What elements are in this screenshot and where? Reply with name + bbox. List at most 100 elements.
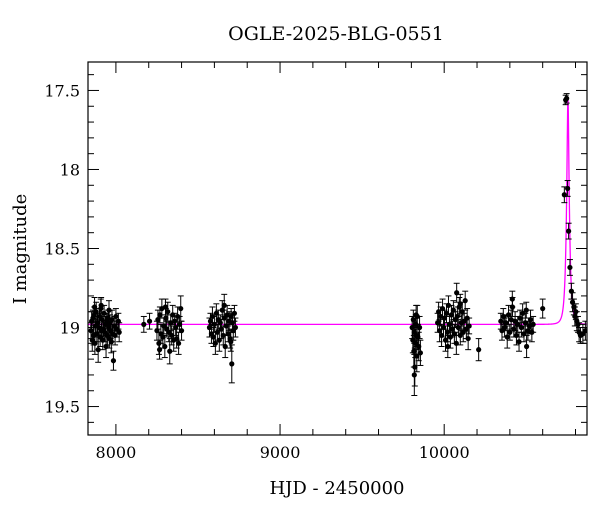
data-marker xyxy=(222,343,228,350)
data-point xyxy=(413,304,420,325)
data-marker xyxy=(163,315,169,321)
data-point xyxy=(98,296,105,314)
data-marker xyxy=(567,264,573,271)
plot-frame xyxy=(87,61,588,436)
data-marker xyxy=(231,310,238,316)
data-marker xyxy=(176,321,183,327)
data-point xyxy=(156,339,163,360)
data-marker xyxy=(146,318,153,324)
data-marker xyxy=(465,335,471,342)
data-point xyxy=(417,339,424,366)
data-marker xyxy=(210,334,217,340)
data-marker xyxy=(509,296,515,302)
data-point xyxy=(568,282,575,300)
y-axis-label: I magnitude xyxy=(10,194,31,305)
model-curve xyxy=(88,98,587,326)
data-marker xyxy=(516,339,522,345)
data-point xyxy=(475,338,482,362)
data-marker xyxy=(411,372,417,378)
data-point xyxy=(539,298,546,319)
model-curve-layer xyxy=(88,98,587,326)
data-point xyxy=(146,312,153,330)
data-point xyxy=(231,304,238,322)
data-marker xyxy=(113,313,119,320)
data-marker xyxy=(141,321,147,327)
data-marker xyxy=(174,335,180,342)
data-point xyxy=(466,317,473,335)
data-point xyxy=(453,282,460,303)
data-point xyxy=(162,298,169,316)
data-marker xyxy=(165,309,171,315)
data-marker xyxy=(466,323,472,329)
data-marker xyxy=(462,298,468,304)
data-marker xyxy=(476,347,482,353)
data-marker xyxy=(523,307,529,313)
data-marker xyxy=(218,326,224,332)
data-marker xyxy=(228,339,234,345)
data-marker xyxy=(416,324,423,331)
data-marker xyxy=(232,324,239,331)
data-marker xyxy=(95,347,101,353)
data-point xyxy=(91,296,98,317)
data-point xyxy=(564,180,571,197)
data-point xyxy=(110,350,117,371)
data-marker xyxy=(156,347,163,353)
data-marker xyxy=(582,328,587,334)
data-point xyxy=(523,334,530,359)
data-marker xyxy=(513,332,520,339)
data-marker xyxy=(445,343,451,350)
data-marker xyxy=(229,361,235,367)
data-point xyxy=(565,222,572,240)
data-point xyxy=(416,315,423,340)
data-point xyxy=(566,259,573,276)
data-marker xyxy=(207,318,214,324)
data-marker xyxy=(212,340,218,346)
data-point xyxy=(166,338,173,365)
data-marker xyxy=(98,302,104,308)
data-marker xyxy=(162,304,169,310)
data-point xyxy=(509,290,516,308)
data-marker xyxy=(441,315,448,321)
data-point xyxy=(106,300,113,321)
data-point xyxy=(411,353,418,396)
data-point xyxy=(227,331,234,352)
data-point xyxy=(212,331,219,355)
data-point xyxy=(582,320,587,341)
x-axis-label: HJD - 2450000 xyxy=(269,478,404,499)
y-tick-label: 17.5 xyxy=(44,81,80,100)
data-marker xyxy=(523,343,530,350)
data-marker xyxy=(106,307,112,313)
axis-ticks xyxy=(88,62,587,435)
data-marker xyxy=(564,95,570,101)
data-marker xyxy=(178,328,185,334)
x-tick-label: 9000 xyxy=(260,443,301,462)
data-marker xyxy=(110,358,117,364)
data-point xyxy=(221,293,228,317)
data-point xyxy=(523,301,530,319)
x-tick-label: 10000 xyxy=(419,443,470,462)
y-tick-label: 18.5 xyxy=(44,240,80,259)
data-marker xyxy=(436,309,442,315)
data-marker xyxy=(178,305,184,312)
data-marker xyxy=(565,185,571,192)
data-marker xyxy=(162,343,168,350)
data-point xyxy=(506,323,513,341)
data-point xyxy=(516,331,523,352)
data-marker xyxy=(530,321,536,327)
data-point xyxy=(563,93,570,104)
data-point xyxy=(457,293,464,314)
data-point xyxy=(140,315,147,333)
data-marker xyxy=(221,302,227,308)
y-tick-label: 19 xyxy=(60,319,80,338)
data-marker xyxy=(169,332,175,339)
data-point xyxy=(453,331,460,355)
x-tick-label: 8000 xyxy=(96,443,137,462)
data-marker xyxy=(176,340,182,346)
data-point xyxy=(465,327,472,351)
data-marker xyxy=(91,304,98,310)
data-marker xyxy=(167,348,173,354)
data-point xyxy=(116,322,123,343)
data-point xyxy=(228,344,235,384)
data-marker xyxy=(116,329,122,335)
